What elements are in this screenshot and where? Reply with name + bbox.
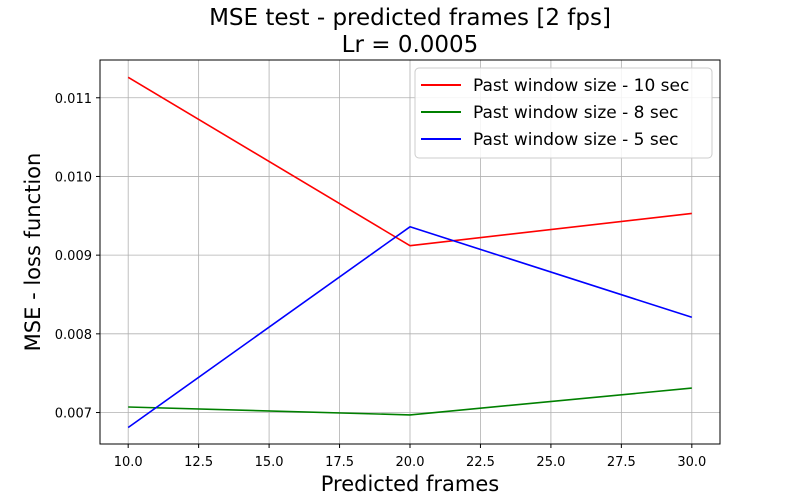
series-lines [127, 76, 693, 429]
legend: Past window size - 10 sec Past window siz… [414, 67, 713, 159]
x-tick-label: 15.0 [255, 455, 284, 470]
x-tick-label: 17.5 [325, 455, 354, 470]
x-tick-label: 20.0 [396, 455, 425, 470]
y-tick-label: 0.008 [55, 328, 92, 343]
x-tick-label: 27.5 [607, 455, 636, 470]
y-tick-label: 0.010 [55, 170, 92, 185]
legend-label-3: Past window size - 5 sec [473, 130, 679, 150]
y-axis-label: MSE - loss function [21, 153, 45, 352]
chart-title: MSE test - predicted frames [2 fps] [209, 5, 611, 31]
series-line-3 [127, 226, 693, 429]
legend-box [414, 67, 713, 159]
chart-subtitle: Lr = 0.0005 [342, 32, 479, 58]
legend-label-1: Past window size - 10 sec [473, 76, 689, 96]
x-axis-label: Predicted frames [321, 472, 499, 496]
x-axis-ticks: 10.0 12.5 15.0 17.5 20.0 22.5 25.0 27.5 30.0 [114, 444, 706, 470]
x-tick-label: 10.0 [114, 455, 143, 470]
legend-label-2: Past window size - 8 sec [473, 103, 679, 123]
y-tick-label: 0.007 [55, 407, 92, 422]
y-tick-label: 0.011 [55, 92, 92, 107]
x-tick-label: 22.5 [466, 455, 495, 470]
x-tick-label: 30.0 [677, 455, 706, 470]
y-axis-ticks: 0.007 0.008 0.009 0.010 0.011 [55, 92, 100, 422]
x-tick-label: 12.5 [184, 455, 213, 470]
series-line-1 [127, 76, 692, 247]
x-tick-label: 25.0 [536, 455, 565, 470]
series-line-2 [128, 387, 692, 416]
y-tick-label: 0.009 [55, 249, 92, 264]
